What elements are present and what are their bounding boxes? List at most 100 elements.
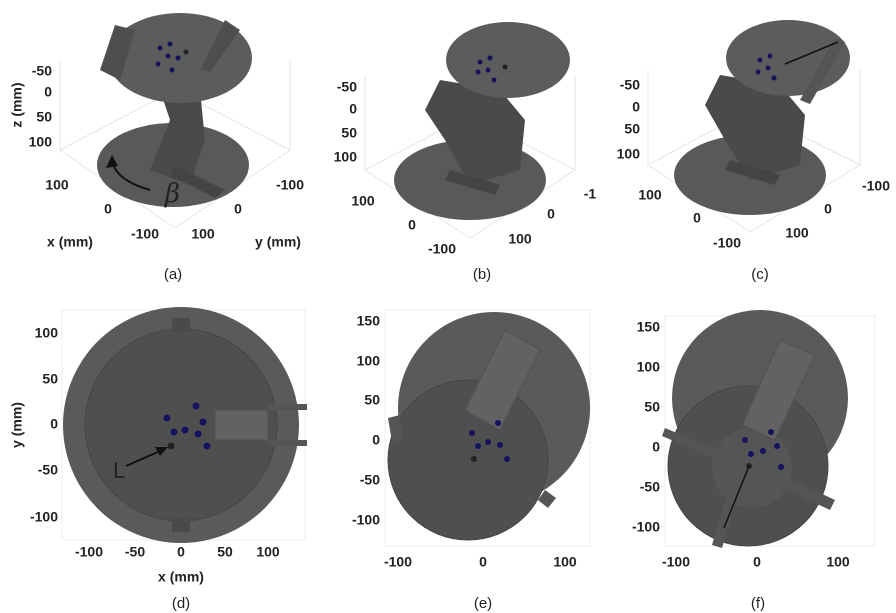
dot xyxy=(166,54,171,59)
y-tick: 100 xyxy=(785,225,809,241)
dot xyxy=(158,46,163,51)
x-tick: 100 xyxy=(351,193,375,209)
annotation: L xyxy=(113,458,125,483)
x-tick: 100 xyxy=(256,544,280,560)
y-tick: 0 xyxy=(652,439,660,455)
dot xyxy=(758,58,763,63)
x-tick: 0 xyxy=(408,217,416,233)
x-tick: 0 xyxy=(177,544,185,560)
y-tick: 100 xyxy=(191,226,215,242)
panel-label: (c) xyxy=(751,266,769,283)
dot xyxy=(478,60,483,65)
x-tick: -100 xyxy=(75,544,103,560)
y-tick: -50 xyxy=(640,479,660,495)
x-tick: 100 xyxy=(45,177,69,193)
y-tick: -50 xyxy=(38,462,58,478)
y-tick: -1 xyxy=(584,186,597,202)
z-tick: 100 xyxy=(29,134,53,150)
x-tick: 0 xyxy=(753,554,761,570)
y-tick: -100 xyxy=(632,519,660,535)
y-tick: 50 xyxy=(644,399,660,415)
dot xyxy=(485,439,491,445)
dot xyxy=(497,442,503,448)
y-tick: 100 xyxy=(508,231,532,247)
y-label: y (mm) xyxy=(9,402,25,448)
dot xyxy=(492,78,497,83)
panel-label: (a) xyxy=(164,266,182,283)
dot xyxy=(760,448,766,454)
x-tick: -50 xyxy=(125,544,145,560)
panel-f: 150 100 50 0 -50 -100 -100 0 100 (f) xyxy=(632,310,875,612)
z-tick: -50 xyxy=(337,79,357,95)
panel-b: -50 0 50 100 100 0 -100 -1 0 100 (b) xyxy=(334,22,597,283)
x-tick: -100 xyxy=(131,226,159,242)
z-label: z (mm) xyxy=(9,82,25,127)
y-tick: -100 xyxy=(862,178,890,194)
y-tick: 50 xyxy=(364,392,380,408)
x-tick: 0 xyxy=(693,210,701,226)
slot xyxy=(215,410,268,440)
y-tick: 100 xyxy=(35,325,59,341)
dot xyxy=(168,42,173,47)
dot xyxy=(504,456,510,462)
y-tick: 50 xyxy=(42,371,58,387)
tab xyxy=(172,318,190,332)
dot xyxy=(471,456,477,462)
x-tick: -100 xyxy=(713,235,741,251)
x-tick: -100 xyxy=(384,554,412,570)
y-tick: 0 xyxy=(234,201,242,217)
x-label: x (mm) xyxy=(158,569,204,585)
dot xyxy=(176,56,181,61)
y-tick: 100 xyxy=(637,359,661,375)
dot xyxy=(184,50,189,55)
dot xyxy=(495,420,501,426)
dot xyxy=(195,431,202,438)
dot xyxy=(768,429,774,435)
z-tick: -50 xyxy=(32,63,52,79)
z-tick: 50 xyxy=(341,125,357,141)
dot xyxy=(488,56,493,61)
figure: β z (mm) -50 0 50 100 100 0 -100 x (mm) … xyxy=(0,0,896,613)
y-tick: -50 xyxy=(360,472,380,488)
dot xyxy=(476,70,481,75)
dot xyxy=(772,76,777,81)
x-tick: 100 xyxy=(553,554,577,570)
y-tick: 0 xyxy=(547,206,555,222)
funnel xyxy=(446,22,570,98)
y-tick: 150 xyxy=(357,313,381,329)
panel-label: (e) xyxy=(474,595,492,612)
y-label: y (mm) xyxy=(255,234,301,250)
panel-label: (f) xyxy=(751,595,765,612)
dot xyxy=(204,443,211,450)
dot xyxy=(768,54,773,59)
dot xyxy=(200,419,207,426)
tab xyxy=(172,518,190,532)
dot xyxy=(766,66,771,71)
dot xyxy=(469,430,475,436)
z-tick: -50 xyxy=(620,77,640,93)
x-tick: -100 xyxy=(428,241,456,257)
z-tick: 0 xyxy=(632,99,640,115)
dot xyxy=(182,427,189,434)
dot xyxy=(156,62,161,67)
dot xyxy=(486,68,491,73)
panel-label: (b) xyxy=(473,266,491,283)
dot xyxy=(171,429,178,436)
y-tick: 0 xyxy=(50,416,58,432)
x-tick: 100 xyxy=(638,187,662,203)
x-tick: -100 xyxy=(662,554,690,570)
panel-a: β z (mm) -50 0 50 100 100 0 -100 x (mm) … xyxy=(9,13,305,283)
dot xyxy=(193,403,200,410)
y-tick: 0 xyxy=(824,201,832,217)
z-tick: 50 xyxy=(624,121,640,137)
x-tick: 0 xyxy=(104,201,112,217)
dot xyxy=(168,443,175,450)
panel-d: L y (mm) 100 50 0 -50 -100 -100 -50 0 50… xyxy=(9,307,307,612)
z-tick: 50 xyxy=(36,109,52,125)
dot xyxy=(756,70,761,75)
dot xyxy=(475,443,481,449)
x-tick: 50 xyxy=(217,544,233,560)
z-tick: 0 xyxy=(44,84,52,100)
panel-c: -50 0 50 100 100 0 -100 -100 0 100 (c) xyxy=(617,20,891,283)
dot xyxy=(778,464,784,470)
